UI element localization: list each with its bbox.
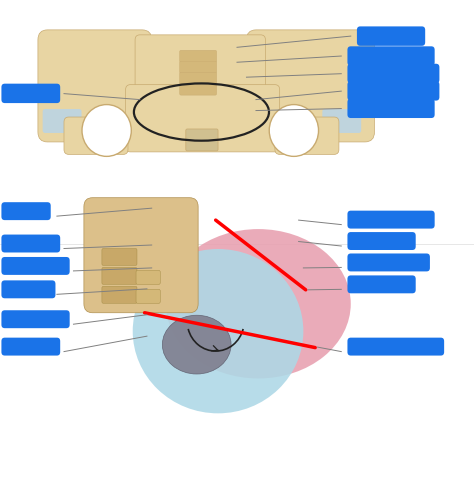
FancyBboxPatch shape xyxy=(1,84,60,103)
FancyBboxPatch shape xyxy=(1,257,70,275)
FancyBboxPatch shape xyxy=(136,289,160,303)
FancyBboxPatch shape xyxy=(347,338,444,356)
FancyBboxPatch shape xyxy=(347,99,435,118)
FancyBboxPatch shape xyxy=(180,83,217,95)
FancyBboxPatch shape xyxy=(186,129,218,151)
FancyBboxPatch shape xyxy=(43,109,82,133)
FancyBboxPatch shape xyxy=(347,64,439,83)
FancyBboxPatch shape xyxy=(180,50,217,62)
FancyBboxPatch shape xyxy=(1,235,60,252)
FancyBboxPatch shape xyxy=(136,270,160,284)
Ellipse shape xyxy=(166,229,351,378)
FancyBboxPatch shape xyxy=(102,267,137,284)
FancyBboxPatch shape xyxy=(64,117,128,154)
Circle shape xyxy=(269,105,319,156)
FancyBboxPatch shape xyxy=(1,310,70,328)
FancyBboxPatch shape xyxy=(347,232,416,250)
FancyBboxPatch shape xyxy=(135,35,265,105)
FancyBboxPatch shape xyxy=(347,81,439,101)
FancyBboxPatch shape xyxy=(357,26,425,46)
FancyBboxPatch shape xyxy=(180,72,217,84)
FancyBboxPatch shape xyxy=(347,253,430,271)
FancyBboxPatch shape xyxy=(84,198,198,313)
Ellipse shape xyxy=(162,315,231,374)
FancyBboxPatch shape xyxy=(102,286,137,303)
FancyBboxPatch shape xyxy=(1,280,55,298)
FancyBboxPatch shape xyxy=(102,249,137,265)
FancyBboxPatch shape xyxy=(1,338,60,356)
FancyBboxPatch shape xyxy=(246,30,374,142)
FancyBboxPatch shape xyxy=(126,85,280,152)
FancyBboxPatch shape xyxy=(322,109,361,133)
FancyBboxPatch shape xyxy=(347,275,416,293)
FancyBboxPatch shape xyxy=(38,30,152,142)
Circle shape xyxy=(82,105,131,156)
FancyBboxPatch shape xyxy=(347,211,435,229)
FancyBboxPatch shape xyxy=(180,61,217,73)
Ellipse shape xyxy=(133,249,303,413)
FancyBboxPatch shape xyxy=(275,117,339,154)
FancyBboxPatch shape xyxy=(1,202,51,220)
FancyBboxPatch shape xyxy=(347,46,435,66)
